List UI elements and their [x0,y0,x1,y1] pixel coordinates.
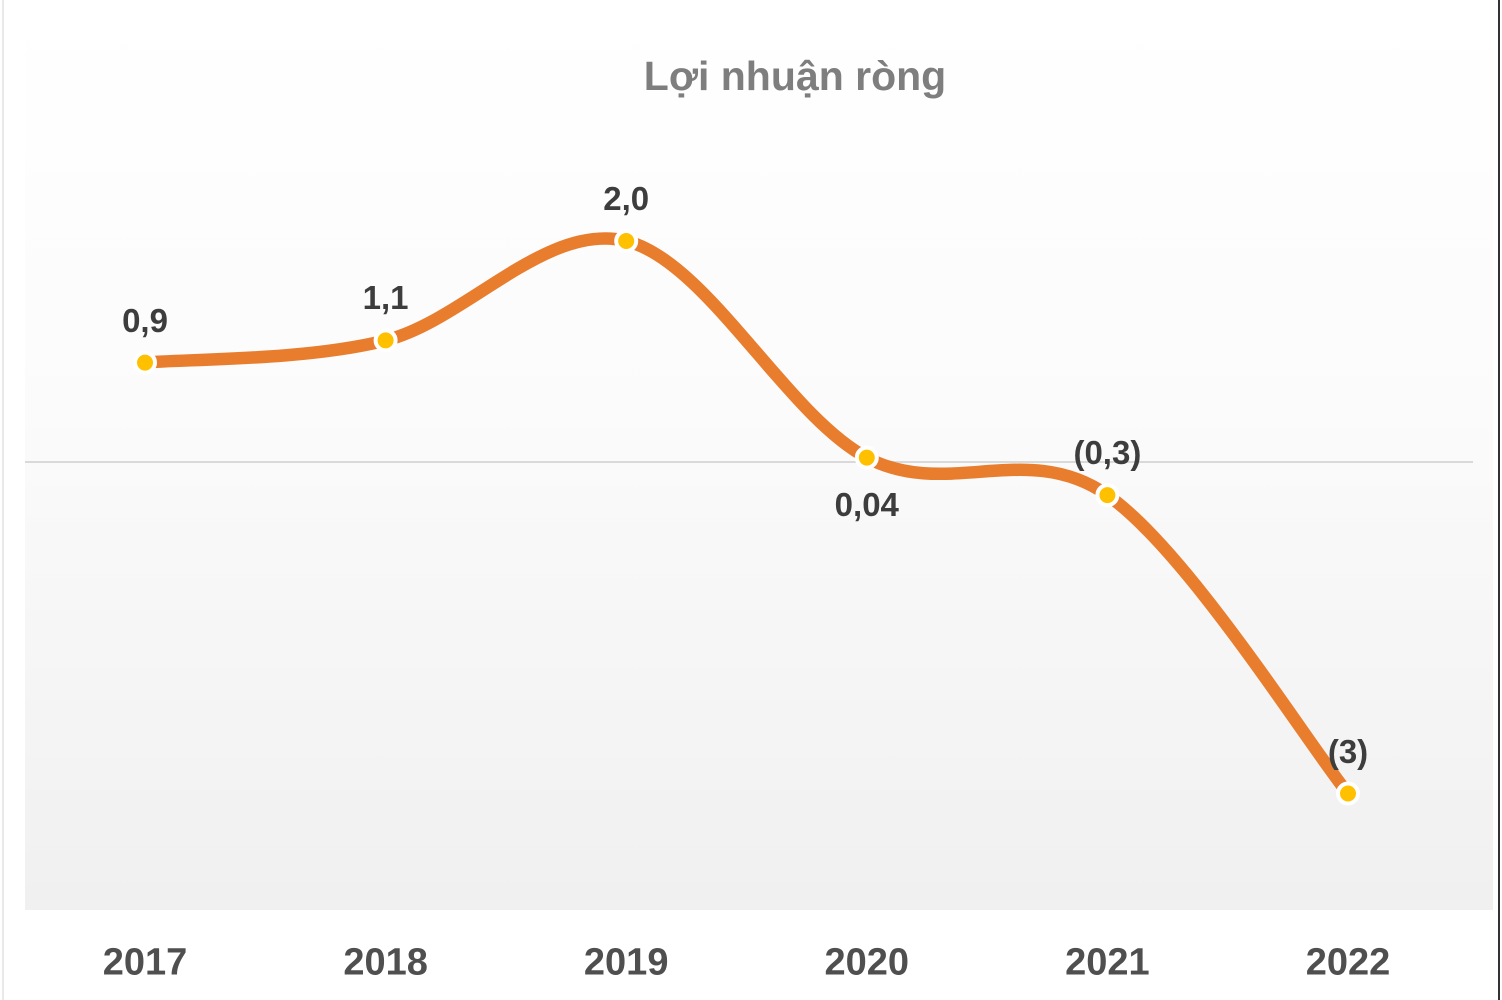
data-label: 1,1 [362,279,409,317]
x-axis-label: 2021 [1065,941,1150,984]
data-point-marker [614,229,639,253]
left-border-line [2,0,4,1000]
x-axis-label: 2017 [102,941,188,984]
right-border-line [1498,0,1500,1000]
x-axis-label: 2019 [583,941,669,984]
x-axis-label: 2022 [1305,941,1391,984]
x-axis-label: 2018 [343,941,428,984]
data-label: 0,9 [122,301,168,339]
data-point-marker [133,350,157,375]
data-point-marker [1095,483,1120,508]
series-line [138,232,1355,800]
plot-area-background [25,4,1493,910]
data-point-marker [373,328,398,353]
data-label: (3) [1327,732,1369,770]
data-point-marker [854,445,879,470]
data-point-marker [1336,781,1360,806]
x-axis-label: 2020 [824,941,910,984]
chart-title: Lợi nhuận ròng [643,53,947,99]
data-label: 2,0 [603,180,650,217]
data-label: 0,04 [834,485,899,523]
data-label: (0,3) [1073,434,1142,472]
